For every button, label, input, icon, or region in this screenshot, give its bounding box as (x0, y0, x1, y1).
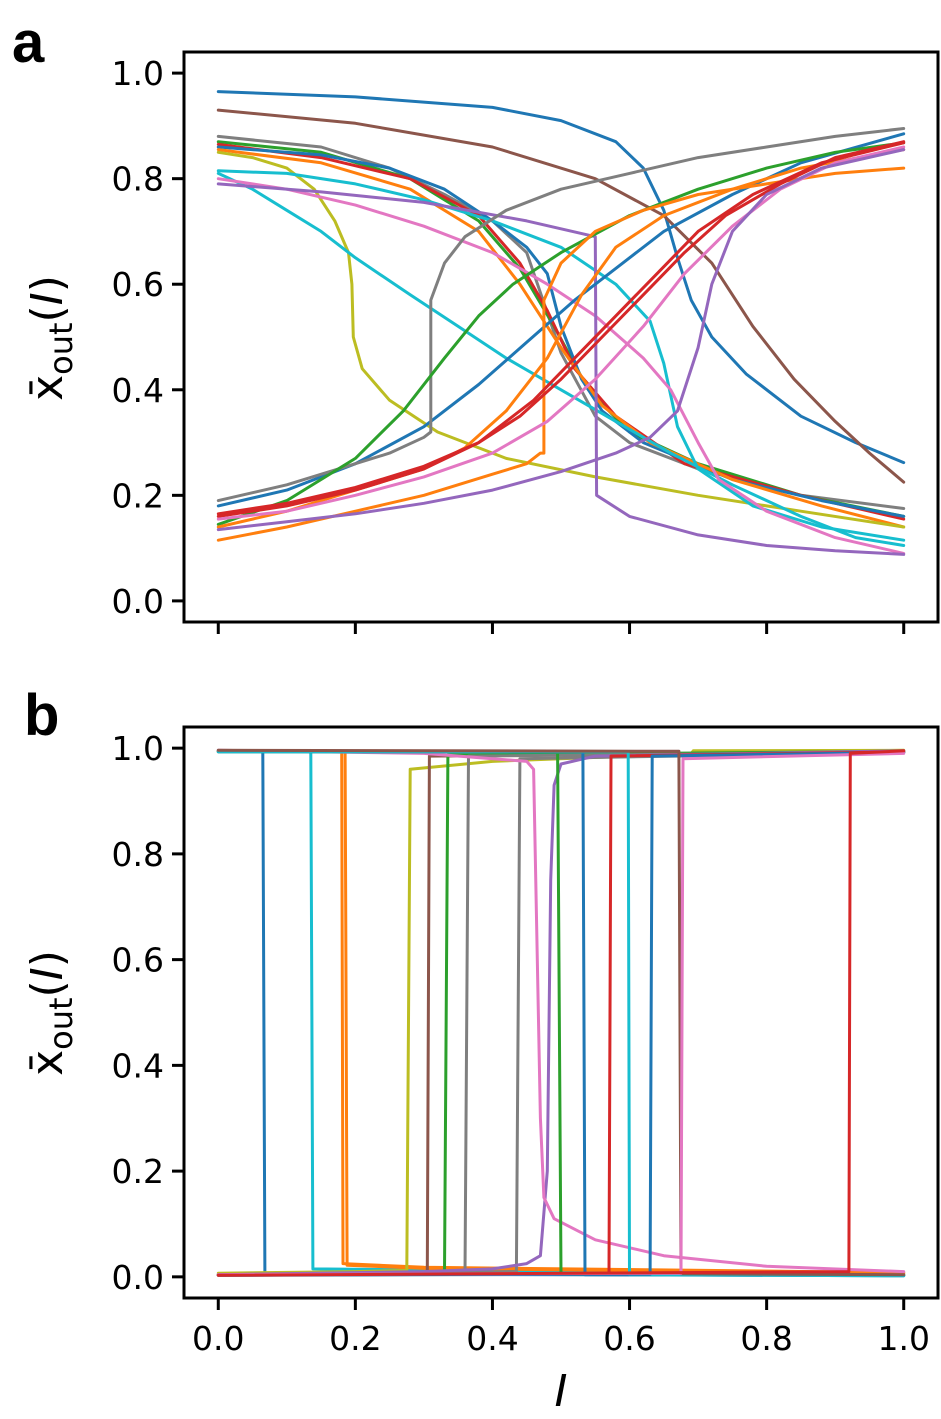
series-line-a-11 (216, 182, 906, 556)
y-tick-label-b-4: 0.8 (112, 835, 164, 874)
x-tick-label-b-4: 0.8 (740, 1319, 792, 1358)
panel-a: a x̄out(I) 0.0 0.2 0.4 0.6 0.8 1.0 (12, 10, 940, 634)
y-tick-label-a-2: 0.4 (112, 371, 164, 410)
series-line-a-13 (216, 127, 906, 503)
series-group-a (216, 90, 906, 556)
series-line-a-6 (216, 148, 906, 529)
y-label-sub-b: out (42, 997, 80, 1049)
series-line-a-10 (216, 177, 906, 555)
x-tick-label-b-2: 0.4 (466, 1319, 518, 1358)
y-label-arg-b: ( (22, 980, 73, 997)
series-line-b-11 (216, 750, 906, 1277)
y-tick-label-b-0: 0.0 (112, 1258, 164, 1297)
x-tick-label-b-0: 0.0 (192, 1319, 244, 1358)
y-label-sub-a: out (42, 322, 80, 374)
y-label-close-b: ) (22, 950, 73, 967)
series-line-b-16 (216, 748, 906, 1277)
y-tick-label-a-0: 0.0 (112, 582, 164, 621)
series-line-a-18 (216, 140, 906, 516)
panel-b: b x̄out(I) 0.00.20.40.60.81.00.0 0.2 0.4 0.… (22, 683, 940, 1417)
axes-frame-a (182, 50, 940, 624)
y-axis-label-b: x̄out(I) (22, 950, 80, 1076)
plot-area-a: 0.0 0.2 0.4 0.6 0.8 1.0 (112, 50, 940, 634)
y-tick-label-b-3: 0.6 (112, 941, 164, 980)
y-label-var-a: I (22, 292, 73, 305)
series-line-a-0 (216, 90, 906, 465)
y-tick-label-a-1: 0.2 (112, 476, 164, 515)
y-tick-label-a-4: 0.8 (112, 160, 164, 199)
x-tick-label-b-5: 1.0 (877, 1319, 929, 1358)
series-line-a-9 (216, 171, 906, 547)
series-line-b-9 (216, 749, 906, 1277)
y-label-var-b: I (22, 967, 73, 980)
series-line-a-17 (216, 141, 906, 518)
y-label-main-a: x̄ (22, 375, 73, 401)
x-tick-label-b-1: 0.2 (329, 1319, 381, 1358)
series-line-a-14 (216, 141, 906, 526)
series-group-b (216, 748, 906, 1278)
y-tick-label-b-2: 0.4 (112, 1046, 164, 1085)
y-label-close-a: ) (22, 275, 73, 292)
x-axis-label-b: I (555, 1366, 568, 1417)
series-line-a-1 (216, 108, 906, 484)
y-label-arg-a: ( (22, 305, 73, 322)
axes-frame-b (182, 725, 940, 1300)
series-line-b-18 (216, 749, 906, 1277)
x-tick-label-b-3: 0.6 (603, 1319, 655, 1358)
y-axis-label-a: x̄out(I) (22, 275, 80, 401)
series-line-a-8 (216, 169, 906, 542)
y-tick-label-a-3: 0.6 (112, 265, 164, 304)
y-label-main-b: x̄ (22, 1050, 73, 1076)
plot-area-b: 0.0 0.2 0.4 0.6 0.8 1.0 0.0 0.2 0.4 0.6 0.8 1.0 (112, 725, 940, 1358)
y-tick-label-a-5: 1.0 (112, 54, 164, 93)
y-tick-label-b-1: 0.2 (112, 1152, 164, 1191)
y-tick-label-b-5: 1.0 (112, 729, 164, 768)
series-line-a-7 (216, 150, 906, 529)
panel-label-a: a (12, 10, 45, 75)
series-line-a-20 (216, 148, 906, 532)
panel-label-b: b (24, 683, 59, 748)
